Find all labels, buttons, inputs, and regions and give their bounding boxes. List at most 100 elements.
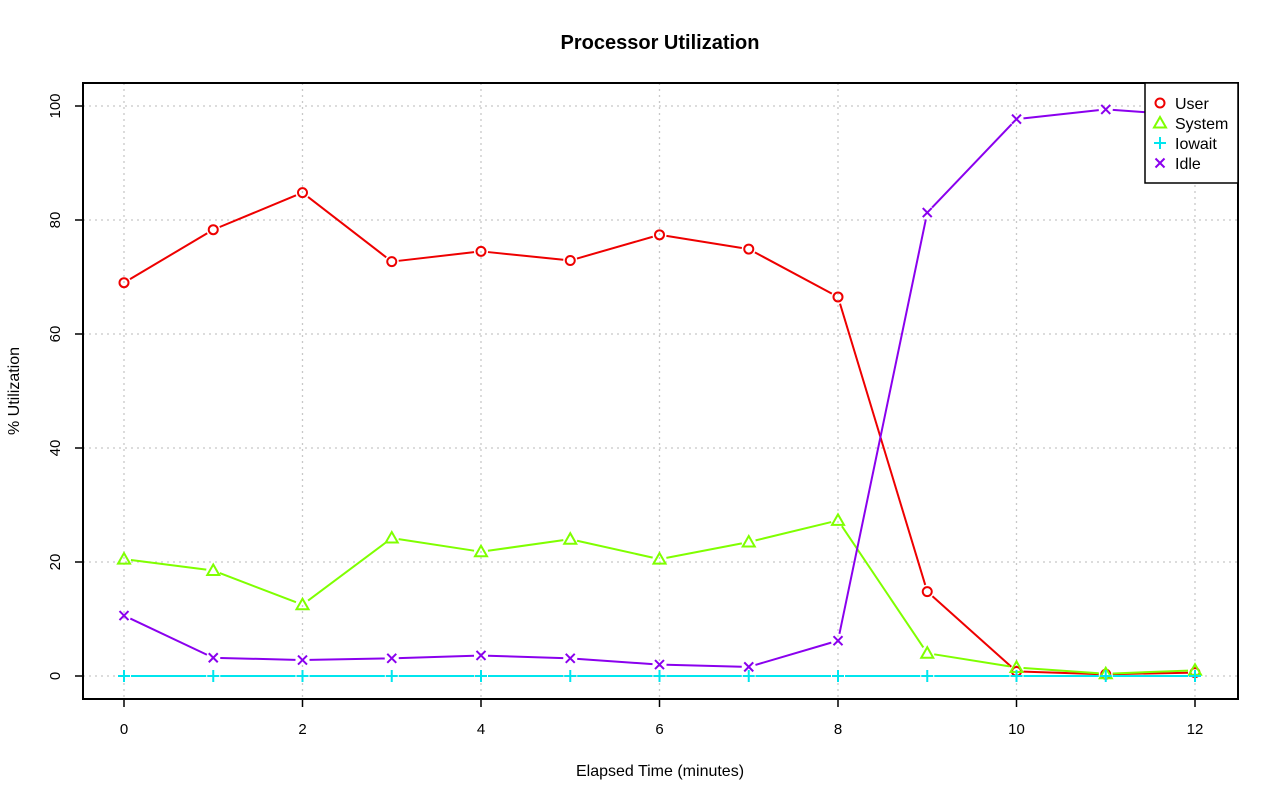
legend-label-system: System: [1175, 116, 1228, 133]
x-tick-label: 4: [477, 721, 485, 738]
series-iowait-point: [742, 670, 755, 682]
y-tick-label: 60: [47, 326, 64, 343]
series-system-segment: [307, 541, 387, 602]
series-user-point: [475, 245, 487, 257]
series-idle-point: [565, 653, 576, 664]
series-user-point: [207, 224, 219, 236]
series-idle-point: [743, 661, 754, 673]
series-idle-point: [1011, 113, 1022, 125]
axes: 0 2 4 6 8 10 12 0 20 40 60 80 100: [47, 93, 1203, 738]
series-system-point: [830, 512, 846, 526]
series-iowait-point: [832, 670, 844, 682]
x-tick-label: 12: [1187, 721, 1204, 738]
series-user-segment: [576, 235, 654, 260]
series-user-segment: [754, 251, 833, 295]
x-axis-label: Elapsed Time (minutes): [576, 763, 744, 780]
series-idle: [118, 104, 1201, 673]
series-user-segment: [487, 251, 564, 261]
series-idle-segment: [220, 656, 296, 661]
x-tick-label: 10: [1008, 721, 1025, 738]
series-idle-segment: [129, 617, 208, 656]
series-iowait-point: [385, 670, 398, 682]
series-system-segment: [398, 538, 475, 552]
grid: [83, 83, 1238, 699]
series-system-segment: [1023, 666, 1099, 675]
series-idle-segment: [1023, 109, 1099, 120]
series-system-point: [741, 534, 757, 548]
series-user-segment: [129, 232, 208, 280]
series-idle-point: [386, 653, 397, 664]
y-tick-label: 20: [47, 554, 64, 571]
series-system-point: [919, 645, 935, 659]
series-idle-segment: [666, 663, 742, 668]
x-tick-label: 8: [834, 721, 842, 738]
series-system-segment: [130, 559, 207, 571]
series-iowait-point: [475, 670, 487, 682]
legend: User System Iowait Idle: [1144, 82, 1239, 184]
series-user-segment: [1023, 670, 1099, 676]
series-system-point: [384, 530, 400, 544]
series-idle-segment: [931, 123, 1013, 209]
series-idle-point: [922, 207, 933, 218]
series-iowait: [118, 670, 1201, 682]
series-user-point: [832, 291, 844, 303]
series-user-segment: [219, 194, 297, 228]
y-tick-label: 40: [47, 440, 64, 457]
series-system-segment: [755, 521, 832, 542]
series-iowait-point: [118, 670, 130, 682]
x-tick-label: 2: [298, 721, 306, 738]
series-idle-point: [475, 650, 487, 661]
series-system-segment: [219, 572, 297, 604]
legend-box: [1144, 82, 1239, 184]
series-system-point: [205, 562, 221, 577]
legend-marker-system: [1152, 114, 1168, 129]
chart-title: Processor Utilization: [561, 32, 760, 54]
series-system-point: [294, 596, 311, 611]
series-system-segment: [841, 525, 925, 648]
legend-marker-iowait: [1154, 137, 1166, 149]
series-user-point: [654, 229, 665, 241]
legend-label-iowait: Iowait: [1175, 136, 1217, 153]
series-user-segment: [398, 251, 475, 262]
x-tick-label: 6: [655, 721, 663, 738]
series-idle-segment: [577, 657, 653, 666]
series-idle-segment: [398, 654, 475, 660]
series-user-point: [386, 256, 398, 268]
series-user-point: [297, 187, 308, 199]
series-idle-segment: [487, 654, 564, 660]
series-idle-segment: [309, 657, 385, 661]
series-iowait-point: [1099, 670, 1112, 682]
series-system-point: [473, 543, 489, 558]
series-user-point: [743, 243, 755, 255]
series-system-segment: [1112, 669, 1189, 675]
series-idle-point: [118, 610, 130, 621]
series-idle-segment: [755, 641, 832, 666]
legend-label-user: User: [1175, 96, 1209, 113]
y-tick-label: 80: [47, 212, 64, 229]
series-idle-point: [297, 654, 308, 666]
y-axis-label: % Utilization: [6, 347, 23, 435]
series-system-segment: [934, 653, 1010, 668]
legend-marker-idle: [1154, 157, 1166, 169]
series-iowait-point: [921, 670, 934, 682]
series-system-segment: [666, 542, 743, 559]
series-user-segment: [307, 196, 387, 259]
series-system-segment: [576, 539, 653, 559]
x-tick-label: 0: [120, 721, 128, 738]
series-system: [116, 512, 1203, 680]
series-iowait-point: [1010, 670, 1023, 682]
series-user-segment: [931, 595, 1012, 668]
series-idle-point: [654, 659, 665, 670]
series-iowait-point: [1189, 670, 1201, 682]
series-user-point: [564, 254, 576, 266]
series-system-segment: [487, 539, 564, 552]
series-idle-segment: [838, 219, 927, 635]
series-user-segment: [839, 303, 927, 586]
series-user-point: [118, 277, 130, 289]
legend-label-idle: Idle: [1175, 156, 1201, 173]
legend-marker-user: [1154, 97, 1166, 109]
series-system-point: [562, 531, 578, 545]
series-iowait-point: [207, 670, 220, 682]
series-user-segment: [666, 234, 742, 249]
